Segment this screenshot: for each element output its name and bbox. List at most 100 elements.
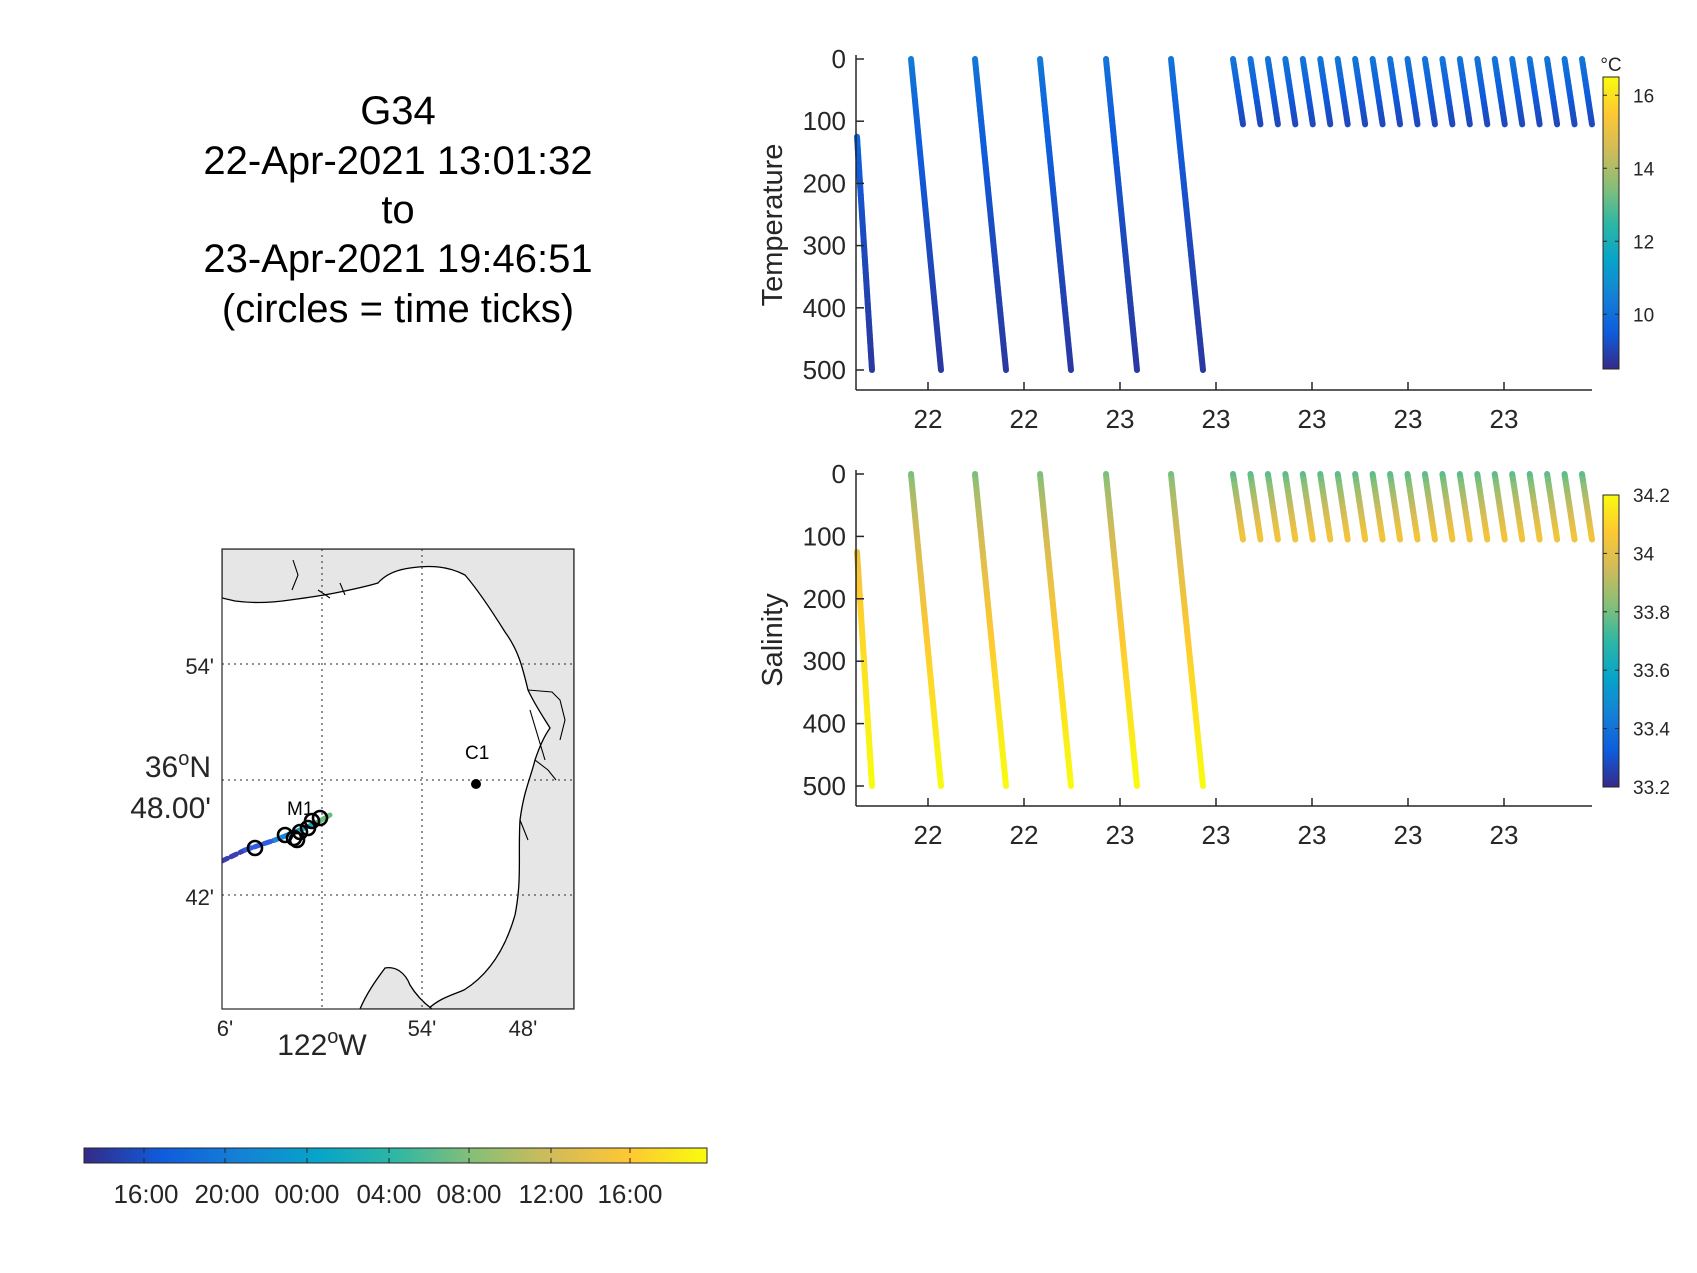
profile-segment bbox=[1199, 777, 1206, 789]
land-mass bbox=[222, 549, 574, 1009]
profile-segment bbox=[1067, 777, 1074, 789]
river-east bbox=[519, 689, 566, 841]
time-colorbar-bar bbox=[83, 1147, 708, 1164]
map-lon-tick-54: 54' bbox=[408, 1016, 437, 1041]
shallow-profile-segment bbox=[1588, 115, 1595, 128]
time-colorbar: 16:00 20:00 00:00 04:00 08:00 12:00 16:00 bbox=[83, 1147, 708, 1209]
shallow-profile-segment bbox=[1326, 115, 1334, 128]
time-tick-label: 12:00 bbox=[518, 1179, 583, 1209]
y-tick-label: 500 bbox=[803, 355, 846, 385]
profile-segment bbox=[1133, 777, 1140, 789]
time-tick-label: 00:00 bbox=[274, 1179, 339, 1209]
shallow-profile-segment bbox=[1535, 531, 1543, 543]
time-tick-circles bbox=[246, 809, 329, 857]
title-start: 22-Apr-2021 13:01:32 bbox=[203, 139, 592, 183]
shallow-profile-segment bbox=[1274, 531, 1281, 543]
map-lon-main: 122oW bbox=[277, 1026, 367, 1062]
y-tick-label: 500 bbox=[803, 771, 846, 801]
title-glider: G34 bbox=[360, 89, 436, 133]
time-tick-label: 16:00 bbox=[597, 1179, 662, 1209]
profile-segment bbox=[1199, 361, 1206, 373]
temperature-y-label: Temperature bbox=[757, 144, 789, 307]
colorbar-tick-label: 12 bbox=[1633, 232, 1654, 253]
x-tick-label: 22 bbox=[914, 404, 943, 434]
temperature-colorbar: 16 14 12 10 °C bbox=[1600, 55, 1655, 370]
shallow-profile-segment bbox=[1466, 115, 1473, 128]
colorbar-tick-label: 33.2 bbox=[1633, 778, 1670, 799]
y-tick-label: 300 bbox=[803, 231, 846, 261]
temperature-x-ticks: 22 22 23 23 23 23 23 bbox=[914, 382, 1518, 434]
shallow-profile-segment bbox=[1413, 531, 1421, 543]
time-tick-label: 16:00 bbox=[113, 1179, 178, 1209]
salinity-y-ticks: 0 100 200 300 400 500 bbox=[803, 459, 864, 801]
shallow-profile-segment bbox=[1361, 531, 1369, 543]
colorbar-tick-label: 33.4 bbox=[1633, 720, 1670, 741]
shallow-profile-segment bbox=[1274, 115, 1281, 128]
shallow-profile-segment bbox=[1553, 115, 1561, 128]
shallow-profile-segment bbox=[1343, 531, 1351, 543]
shallow-profile-segment bbox=[1570, 531, 1578, 543]
profile-segment bbox=[1002, 361, 1009, 373]
shallow-profile-segment bbox=[1291, 531, 1299, 543]
y-tick-label: 200 bbox=[803, 584, 846, 614]
shallow-profile-segment bbox=[1431, 115, 1438, 128]
shallow-profile-segment bbox=[1343, 115, 1351, 128]
x-tick-label: 23 bbox=[1298, 820, 1327, 850]
shallow-profile-segment bbox=[1448, 531, 1456, 543]
salinity-x-ticks: 22 22 23 23 23 23 23 bbox=[914, 798, 1518, 850]
profile-segment bbox=[937, 777, 944, 789]
colorbar-bar bbox=[1602, 76, 1620, 370]
shallow-profile-segment bbox=[1308, 531, 1316, 543]
map-lat-tick-42: 42' bbox=[185, 885, 214, 910]
y-tick-label: 100 bbox=[803, 106, 846, 136]
shallow-profile-segment bbox=[1570, 115, 1578, 128]
shallow-profile-segment bbox=[1378, 531, 1386, 543]
shallow-profile-segment bbox=[1378, 115, 1386, 128]
shallow-profile-segment bbox=[1588, 531, 1595, 543]
shallow-profile-segment bbox=[1256, 115, 1264, 128]
site-m1-label: M1 bbox=[287, 799, 313, 820]
colorbar-tick-label: 33.6 bbox=[1633, 661, 1670, 682]
y-tick-label: 100 bbox=[803, 521, 846, 551]
x-tick-label: 22 bbox=[1010, 404, 1039, 434]
x-tick-label: 23 bbox=[1394, 404, 1423, 434]
y-tick-label: 0 bbox=[832, 459, 846, 489]
shallow-profile-segment bbox=[1500, 531, 1508, 543]
shallow-profile-segment bbox=[1448, 115, 1456, 128]
map-lat-tick-54: 54' bbox=[185, 654, 214, 679]
x-tick-label: 23 bbox=[1106, 820, 1135, 850]
x-tick-label: 23 bbox=[1202, 404, 1231, 434]
shallow-profile-segment bbox=[1308, 115, 1316, 128]
x-tick-label: 22 bbox=[914, 820, 943, 850]
x-tick-label: 22 bbox=[1010, 820, 1039, 850]
map-lat-main: 36oN bbox=[145, 748, 211, 784]
y-tick-label: 400 bbox=[803, 709, 846, 739]
figure-title: G34 22-Apr-2021 13:01:32 to 23-Apr-2021 … bbox=[203, 89, 592, 331]
shallow-profile-segment bbox=[1483, 531, 1491, 543]
profile-segment bbox=[1067, 361, 1074, 373]
temperature-panel: 0 100 200 300 400 500 22 22 23 23 23 23 23 Temperat… bbox=[757, 44, 1655, 434]
x-tick-label: 23 bbox=[1394, 820, 1423, 850]
track-map: M1 C1 54' 42' 36oN 48.00' 6' 54' 48' 122… bbox=[130, 548, 575, 1062]
time-tick-label: 04:00 bbox=[356, 1179, 421, 1209]
shallow-profile-segment bbox=[1256, 531, 1264, 543]
colorbar-tick-label: 10 bbox=[1633, 305, 1654, 326]
shallow-profile-segment bbox=[1239, 531, 1246, 543]
time-tick-label: 08:00 bbox=[436, 1179, 501, 1209]
colorbar-tick-label: 16 bbox=[1633, 86, 1654, 107]
shallow-profile-segment bbox=[1535, 115, 1543, 128]
shallow-profile-segment bbox=[1500, 115, 1508, 128]
southern-headland bbox=[359, 966, 434, 1009]
shallow-profile-segment bbox=[1326, 531, 1334, 543]
shallow-profile-segment bbox=[1413, 115, 1421, 128]
map-frame bbox=[221, 548, 575, 1010]
profile-segment bbox=[1133, 361, 1140, 373]
site-c1-label: C1 bbox=[465, 743, 489, 764]
salinity-y-label: Salinity bbox=[757, 593, 789, 687]
title-end: 23-Apr-2021 19:46:51 bbox=[203, 237, 592, 281]
shallow-profile-segment bbox=[1396, 115, 1404, 128]
river-north bbox=[291, 559, 346, 599]
shallow-profile-segment bbox=[1518, 115, 1526, 128]
shallow-profile-segment bbox=[1553, 531, 1561, 543]
